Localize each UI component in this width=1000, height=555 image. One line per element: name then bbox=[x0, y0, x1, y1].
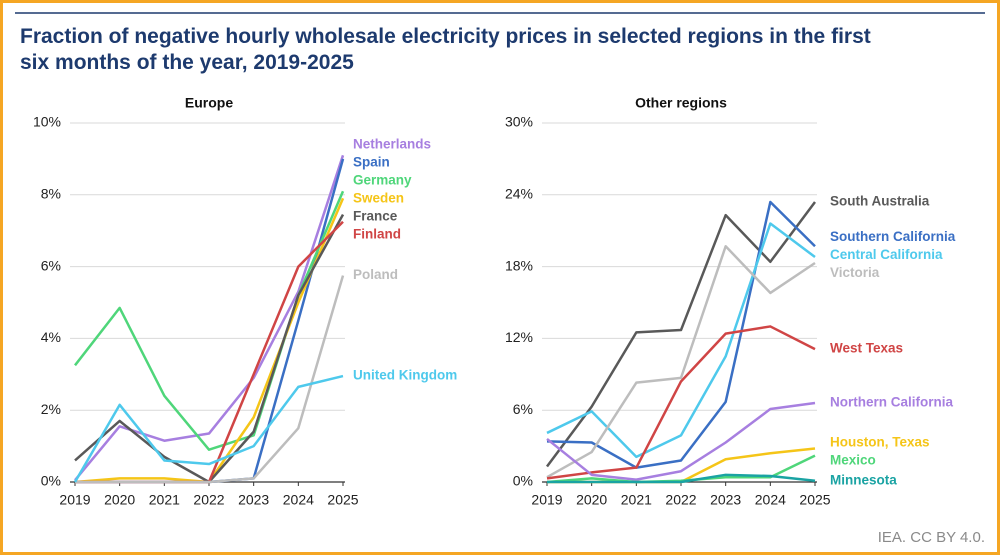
y-tick-label: 4% bbox=[41, 329, 61, 345]
x-tick-label: 2022 bbox=[665, 492, 696, 508]
title-line: Fraction of negative hourly wholesale el… bbox=[20, 25, 871, 48]
legend-label: Finland bbox=[353, 227, 401, 242]
series-line bbox=[73, 374, 344, 483]
x-tick-label: 2019 bbox=[531, 492, 562, 508]
chart-title: Fraction of negative hourly wholesale el… bbox=[20, 25, 877, 74]
series-line bbox=[547, 473, 816, 484]
x-tick-label: 2024 bbox=[283, 492, 314, 508]
legend-label: Northern California bbox=[830, 395, 954, 410]
legend-label: Central California bbox=[830, 247, 943, 262]
legend-label: West Texas bbox=[830, 341, 903, 356]
series-line bbox=[546, 401, 816, 481]
series-line bbox=[546, 200, 816, 469]
legend-label: Poland bbox=[353, 267, 398, 282]
legend-label: Germany bbox=[353, 173, 412, 188]
y-tick-label: 30% bbox=[505, 114, 533, 130]
y-tick-label: 12% bbox=[505, 329, 533, 345]
series-line bbox=[546, 325, 816, 480]
legend-label: Spain bbox=[353, 155, 390, 170]
legend-label: United Kingdom bbox=[353, 368, 457, 383]
y-tick-label: 10% bbox=[33, 114, 61, 130]
x-tick-label: 2021 bbox=[149, 492, 180, 508]
x-tick-label: 2022 bbox=[193, 492, 224, 508]
series-line bbox=[74, 154, 345, 482]
panel-title: Other regions bbox=[635, 95, 727, 111]
y-tick-label: 6% bbox=[41, 257, 61, 273]
x-tick-label: 2023 bbox=[710, 492, 741, 508]
y-tick-label: 0% bbox=[513, 473, 533, 489]
x-tick-label: 2019 bbox=[59, 492, 90, 508]
x-tick-label: 2020 bbox=[104, 492, 135, 508]
x-tick-label: 2025 bbox=[327, 492, 358, 508]
legend-label: France bbox=[353, 209, 398, 224]
series-line bbox=[546, 245, 816, 479]
panel-title: Europe bbox=[185, 95, 233, 111]
y-tick-label: 0% bbox=[41, 473, 61, 489]
y-tick-label: 6% bbox=[513, 401, 533, 417]
source: IEA. CC BY 4.0. bbox=[878, 529, 985, 546]
x-tick-label: 2020 bbox=[576, 492, 607, 508]
x-tick-label: 2024 bbox=[755, 492, 786, 508]
legend-label: Mexico bbox=[830, 453, 876, 468]
legend-label: Southern California bbox=[830, 229, 956, 244]
series-line bbox=[546, 222, 816, 459]
y-tick-label: 18% bbox=[505, 257, 533, 273]
x-tick-label: 2021 bbox=[621, 492, 652, 508]
y-tick-label: 2% bbox=[41, 401, 61, 417]
series-line bbox=[75, 275, 345, 484]
legend-label: Sweden bbox=[353, 191, 404, 206]
y-tick-label: 8% bbox=[41, 186, 61, 202]
title-line: six months of the year, 2019-2025 bbox=[20, 51, 354, 74]
x-tick-label: 2023 bbox=[238, 492, 269, 508]
legend-label: Houston, Texas bbox=[830, 435, 930, 450]
legend-label: Netherlands bbox=[353, 137, 431, 152]
legend-label: Minnesota bbox=[830, 472, 897, 487]
x-tick-label: 2025 bbox=[799, 492, 830, 508]
series-line bbox=[545, 201, 817, 468]
y-tick-label: 24% bbox=[505, 186, 533, 202]
legend-label: South Australia bbox=[830, 194, 930, 209]
legend-label: Victoria bbox=[830, 265, 880, 280]
